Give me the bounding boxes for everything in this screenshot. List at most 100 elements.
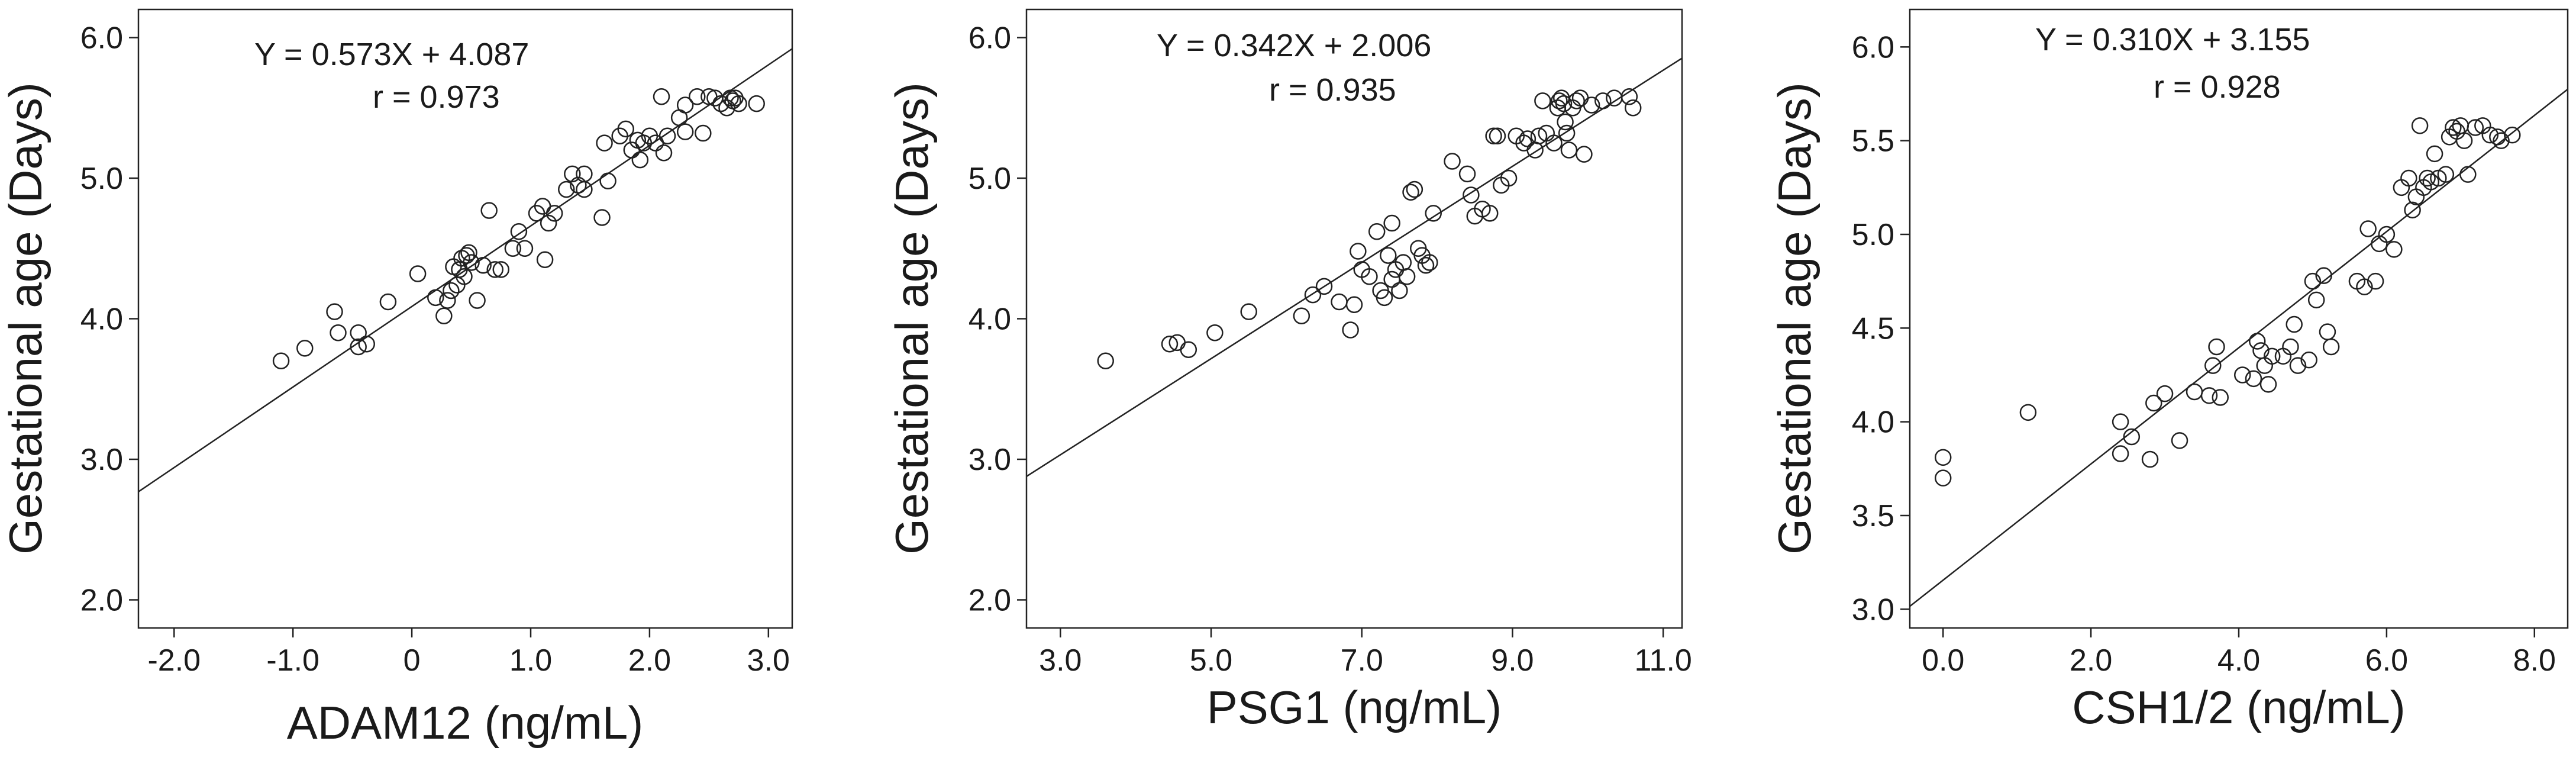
x-tick-label: 3.0: [1039, 643, 1082, 678]
data-point: [1304, 286, 1322, 304]
data-point: [510, 223, 528, 240]
data-point: [570, 176, 587, 194]
data-point: [1481, 205, 1499, 222]
data-point: [1621, 88, 1638, 105]
data-point: [1545, 134, 1563, 152]
chart-adam12: -2.0 -1.0 0 1.0 2.0 3.0 2.0 3.0 4.0 5.0 6.0 Y = 0…: [0, 8, 793, 749]
data-point: [1315, 278, 1333, 295]
data-point: [730, 95, 747, 112]
data-point: [435, 307, 453, 324]
data-point: [486, 261, 503, 278]
data-point: [2504, 126, 2521, 144]
data-point: [2445, 119, 2462, 136]
data-point: [689, 88, 706, 105]
x-tick-label: 2.0: [628, 643, 671, 678]
scatter-points: [1097, 88, 1642, 369]
y-tick-label: 3.0: [80, 443, 123, 477]
data-point: [1568, 92, 1585, 109]
y-tick-label: 3.0: [969, 443, 1011, 477]
data-point: [1560, 141, 1578, 159]
data-point: [2141, 450, 2159, 468]
data-point: [1345, 296, 1363, 313]
data-point: [2378, 226, 2396, 243]
y-tick-label: 6.0: [80, 21, 123, 56]
data-point: [2019, 404, 2037, 421]
correlation-label: r = 0.928: [2154, 69, 2281, 105]
data-point: [2156, 385, 2174, 402]
data-point: [576, 181, 593, 198]
data-point: [2263, 347, 2281, 365]
data-point: [1463, 186, 1480, 204]
data-point: [2186, 383, 2203, 401]
regression-line: [1909, 88, 2568, 607]
data-point: [1361, 268, 1378, 285]
x-tick-label: -2.0: [147, 643, 201, 678]
data-point: [379, 293, 397, 311]
data-point: [2171, 432, 2188, 449]
data-point: [2404, 201, 2421, 219]
data-point: [2319, 323, 2336, 340]
data-point: [2322, 338, 2340, 356]
correlation-label: r = 0.973: [373, 79, 500, 115]
data-point: [748, 95, 765, 112]
data-point: [1500, 169, 1518, 187]
data-point: [474, 257, 492, 274]
y-tick-label: 5.5: [1852, 124, 1894, 159]
x-tick-label: 2.0: [2070, 643, 2112, 678]
data-point: [1383, 270, 1400, 288]
data-point: [676, 96, 694, 114]
x-axis-title: PSG1 (ng/mL): [1207, 681, 1502, 733]
regression-line: [138, 48, 793, 492]
data-point: [2356, 278, 2373, 295]
data-point: [1558, 124, 1576, 142]
data-point: [1425, 205, 1442, 222]
data-point: [676, 123, 694, 140]
data-point: [1240, 303, 1257, 320]
data-point: [1594, 92, 1612, 109]
data-point: [492, 261, 510, 278]
x-tick-label: 6.0: [2365, 643, 2408, 678]
data-point: [1576, 146, 1593, 163]
data-point: [1398, 268, 1416, 285]
data-point: [722, 89, 739, 107]
data-point: [1571, 89, 1589, 107]
data-point: [427, 289, 444, 307]
data-point: [1383, 214, 1400, 232]
y-axis-title: Gestational age (Days): [886, 82, 938, 555]
data-point: [2123, 428, 2141, 446]
data-point: [456, 268, 473, 285]
data-point: [1526, 141, 1544, 159]
y-axis-title: Gestational age (Days): [0, 82, 51, 555]
data-point: [2493, 132, 2510, 149]
data-point: [443, 282, 460, 299]
data-point: [2307, 291, 2325, 309]
data-point: [1534, 92, 1551, 109]
data-point: [2419, 169, 2436, 187]
data-point: [1519, 130, 1536, 147]
data-point: [2204, 357, 2222, 374]
data-point: [2212, 389, 2229, 406]
x-tick-label: -1.0: [266, 643, 319, 678]
y-tick-label: 5.0: [1852, 218, 1894, 252]
data-point: [2112, 413, 2129, 430]
data-point: [1555, 95, 1573, 112]
data-point: [2248, 333, 2266, 350]
data-point: [1380, 247, 1397, 264]
data-point: [2481, 126, 2499, 144]
y-tick-label: 4.5: [1852, 311, 1894, 346]
data-point: [1934, 449, 1952, 466]
data-point: [439, 292, 456, 309]
data-point: [2315, 267, 2332, 284]
data-point: [631, 151, 649, 169]
chart-psg1: 3.0 5.0 7.0 9.0 11.0 2.0 3.0 4.0 5.0 6.0 Y = 0.3…: [886, 8, 1692, 733]
data-point: [1097, 352, 1114, 369]
data-point: [653, 88, 670, 105]
data-point: [1417, 257, 1435, 274]
data-point: [2259, 376, 2277, 393]
data-point: [2359, 220, 2377, 237]
data-point: [516, 240, 534, 257]
y-axis-ticks: 2.0 3.0 4.0 5.0 6.0: [80, 21, 138, 618]
data-point: [1583, 96, 1600, 114]
regression-equation: Y = 0.342X + 2.006: [1157, 28, 1431, 63]
data-point: [1489, 127, 1506, 144]
